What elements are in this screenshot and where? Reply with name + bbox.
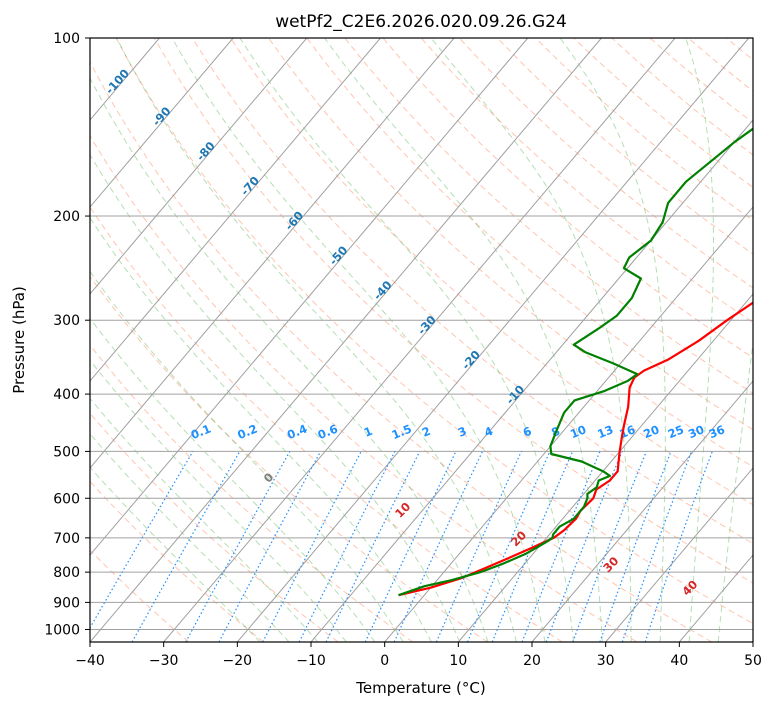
mixing-ratio-line <box>644 451 713 642</box>
isotherm-line <box>384 206 753 642</box>
moist-adiabat <box>90 317 376 642</box>
mixing-ratio-line <box>491 451 574 642</box>
moist-adiabat <box>90 153 461 642</box>
dry-adiabat <box>268 38 753 468</box>
moist-adiabat <box>90 76 489 642</box>
mixing-ratio-label: 36 <box>707 422 727 441</box>
mixing-ratio-line <box>599 451 672 642</box>
mixing-ratio-label: 10 <box>568 422 588 441</box>
dry-adiabat <box>230 38 753 506</box>
mixing-ratio-line <box>572 451 647 642</box>
isotherm-line <box>90 38 308 295</box>
mixing-ratio-label: 20 <box>641 422 661 441</box>
isotherm-line <box>90 38 381 382</box>
y-tick-label: 900 <box>53 595 80 611</box>
dry-adiabat <box>458 38 753 289</box>
moist-adiabat <box>685 38 714 642</box>
x-tick-label: 10 <box>449 653 467 669</box>
chart-title: wetPf2_C2E6.2026.020.09.26.G24 <box>275 12 567 32</box>
x-tick-label: −10 <box>296 653 326 669</box>
moist-adiabat <box>717 339 753 642</box>
moist-adiabat <box>430 38 632 642</box>
profile-layer <box>398 127 753 597</box>
dry-adiabat <box>420 38 753 323</box>
y-tick-label: 1000 <box>44 622 80 638</box>
mixing-ratio-line <box>621 451 693 642</box>
moist-adiabat <box>90 270 404 642</box>
x-tick-label: −30 <box>149 653 179 669</box>
dry-adiabat <box>90 60 712 642</box>
isotherm-line <box>163 38 676 642</box>
y-tick-label: 400 <box>53 387 80 403</box>
isotherm-line <box>310 119 753 642</box>
x-tick-label: −40 <box>75 653 105 669</box>
y-tick-label: 800 <box>53 565 80 581</box>
mixing-ratio-line <box>185 451 291 642</box>
isotherm-line <box>236 38 750 642</box>
y-tick-label: 300 <box>53 313 80 329</box>
x-tick-label: 30 <box>597 653 615 669</box>
moist-adiabat <box>239 38 575 642</box>
mixing-ratio-label: 25 <box>666 422 686 441</box>
mixing-ratio-line <box>545 451 623 642</box>
moist-adiabat <box>90 359 347 642</box>
isotherm-line <box>90 38 529 556</box>
isotherm-line <box>90 38 602 642</box>
y-tick-label: 700 <box>53 531 80 547</box>
y-tick-label: 600 <box>53 491 80 507</box>
mixing-ratio-line <box>298 451 396 642</box>
isotherm-line <box>605 467 753 642</box>
x-tick-label: 50 <box>744 653 762 669</box>
y-tick-label: 200 <box>53 209 80 225</box>
moist-adiabat <box>171 38 546 642</box>
isotherm-line <box>90 38 234 208</box>
isotherm-line <box>90 38 455 469</box>
dry-adiabat <box>90 275 488 642</box>
y-tick-label: 500 <box>53 444 80 460</box>
dry-adiabat <box>90 206 563 642</box>
dewpoint-profile <box>398 127 753 597</box>
tick-layer: −40 −30 −20 −10 0 10 20 30 40 50 100 200 300 400 500 60… <box>44 31 762 669</box>
moist-adiabat <box>90 397 319 642</box>
y-axis-title: Pressure (hPa) <box>10 286 28 394</box>
plot-frame <box>89 37 754 643</box>
dry-adiabat <box>115 38 753 625</box>
x-tick-label: 0 <box>380 653 389 669</box>
moist-adiabat <box>90 216 432 642</box>
moist-adiabat <box>559 38 666 642</box>
x-axis-title: Temperature (°C) <box>355 679 485 697</box>
dry-adiabat <box>90 134 638 642</box>
dry-adiabat <box>191 38 753 545</box>
mixing-ratio-line <box>218 451 322 642</box>
mixing-ratio-line <box>435 451 522 642</box>
dry-adiabat <box>90 344 414 642</box>
mixing-ratio-line <box>131 451 241 642</box>
dry-adiabat <box>90 549 190 642</box>
y-tick-label: 100 <box>53 31 80 47</box>
moist-adiabat <box>116 38 517 642</box>
x-tick-label: 20 <box>523 653 541 669</box>
x-tick-label: −20 <box>223 653 253 669</box>
mixing-ratio-label: 30 <box>686 422 706 441</box>
dry-adiabat <box>306 38 753 431</box>
moist-adiabat <box>324 38 603 642</box>
x-tick-label: 40 <box>670 653 688 669</box>
dry-adiabat <box>90 480 264 642</box>
mixing-ratio-label: 13 <box>595 422 615 441</box>
mixing-ratio-line <box>521 451 601 642</box>
isotherm-line <box>531 380 753 642</box>
